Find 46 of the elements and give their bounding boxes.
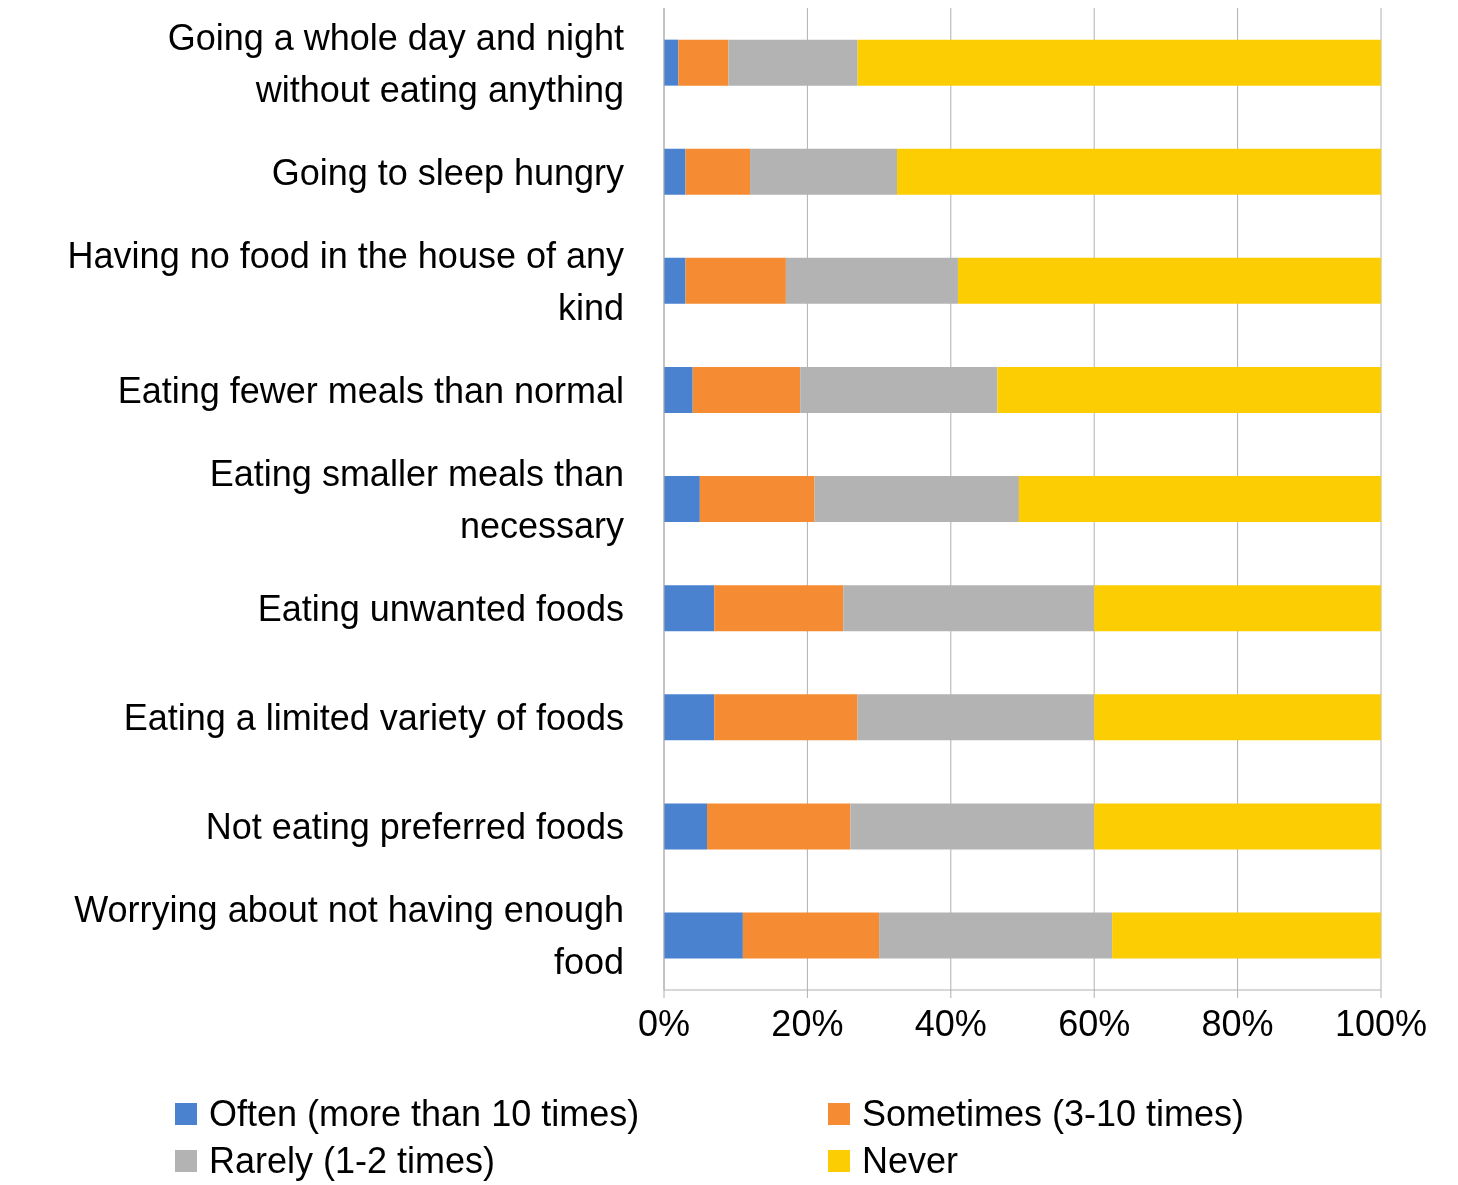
bar [857,39,1381,86]
bar [1094,803,1381,850]
y-tick-label: Eating a limited variety of foods [123,696,624,738]
bar [742,912,880,959]
bar [664,148,686,195]
y-tick-label: Eating fewer meals than normal [117,369,624,411]
bar [714,694,858,741]
y-tick-label: Having no food in the house of any kind [67,234,624,328]
bar [664,257,686,304]
bar [685,148,751,195]
y-tick-label: Not eating preferred foods [205,805,624,847]
bar [699,476,815,523]
legend-label: Often (more than 10 times) [209,1092,640,1135]
y-tick-label: Eating smaller meals than necessary [209,452,624,546]
y-tick-label: Going to sleep hungry [271,151,624,193]
bar [664,585,715,632]
legend-label: Sometimes (3-10 times) [862,1092,1245,1135]
bar [664,39,679,86]
y-tick-label: Worrying about not having enough food [74,888,624,982]
x-tick-label: 20% [771,1002,844,1044]
bar [664,366,693,413]
bar [678,39,729,86]
bar [997,366,1381,413]
bar [707,803,851,850]
bar [1112,912,1381,959]
bar [692,366,801,413]
x-tick-label: 80% [1201,1002,1274,1044]
bar [897,148,1381,195]
bar [1094,585,1381,632]
y-tick-label: Going a whole day and night without eating anything [167,16,624,110]
bar [664,912,743,959]
legend-label: Never [862,1140,959,1182]
legend-label: Rarely (1-2 times) [209,1140,496,1182]
bar [664,476,700,523]
bar [664,803,708,850]
x-tick-label: 60% [1058,1002,1131,1044]
bar [1018,476,1381,523]
y-tick-label: Eating unwanted foods [257,587,624,629]
bar [957,257,1381,304]
x-tick-label: 0% [637,1002,691,1044]
x-tick-label: 100% [1334,1002,1428,1044]
bar [714,585,844,632]
bar [664,694,715,741]
bar [685,257,786,304]
bar [1094,694,1381,741]
x-tick-label: 40% [914,1002,987,1044]
